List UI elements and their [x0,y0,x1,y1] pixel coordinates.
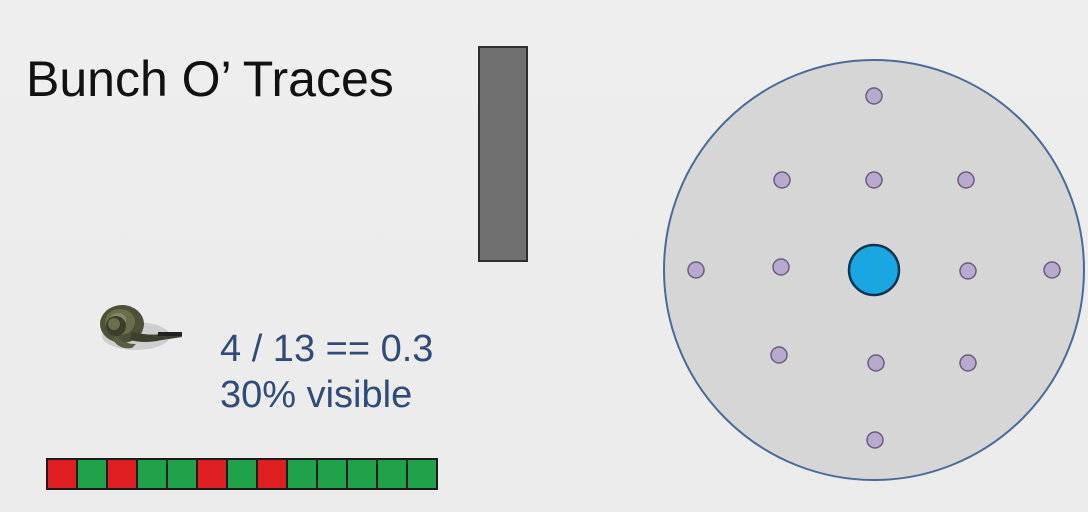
trace-cell-visible [376,458,408,490]
sample-point [1043,261,1061,279]
soldier-icon [100,305,182,350]
trace-cell-blocked [46,458,78,490]
sample-point [687,261,705,279]
trace-result-bar [46,458,438,490]
sample-point [957,171,975,189]
trace-cell-visible [286,458,318,490]
sample-point [866,431,884,449]
trace-cell-visible [406,458,438,490]
sample-point [959,262,977,280]
sample-point [867,354,885,372]
sample-point [772,258,790,276]
trace-cell-visible [226,458,258,490]
visibility-readout: 4 / 13 == 0.3 30% visible [220,326,433,418]
trace-cell-blocked [196,458,228,490]
ratio-line: 4 / 13 == 0.3 [220,328,434,370]
trace-cell-visible [136,458,168,490]
occluder-wall [478,46,528,262]
trace-cell-visible [166,458,198,490]
trace-cell-visible [76,458,108,490]
trace-cell-blocked [256,458,288,490]
trace-cell-visible [316,458,348,490]
sample-point [773,171,791,189]
sample-point [770,346,788,364]
trace-cell-visible [346,458,378,490]
sample-point [865,171,883,189]
trace-cell-blocked [106,458,138,490]
visible-percent-line: 30% visible [220,374,413,416]
center-target-point [847,243,901,297]
sample-point [959,354,977,372]
target-sample-circle [663,59,1085,481]
slide-title: Bunch O’ Traces [26,51,394,107]
sample-point [865,87,883,105]
